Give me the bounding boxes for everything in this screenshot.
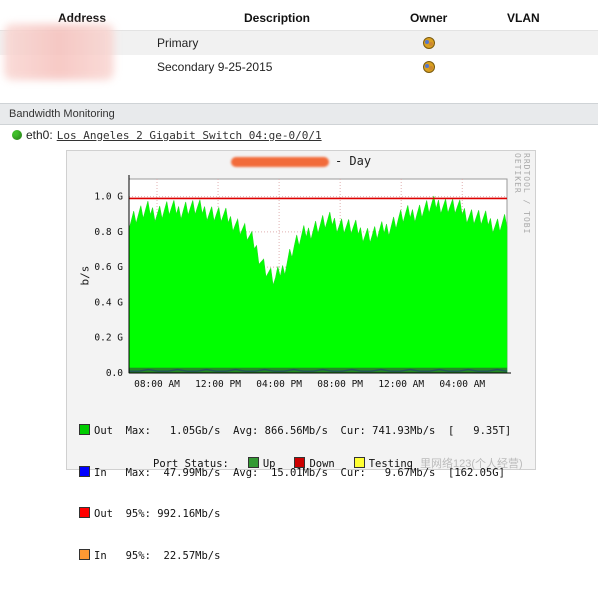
x-tick-label: 04:00 AM [439, 379, 485, 390]
y-tick-label: 0.0 [106, 368, 123, 379]
x-tick-label: 04:00 PM [256, 379, 302, 390]
port-testing-label: Testing [368, 458, 413, 470]
row-description: Primary [157, 36, 199, 50]
x-tick-label: 12:00 AM [378, 379, 424, 390]
owner-icon[interactable] [422, 36, 436, 50]
y-tick-label: 0.2 G [94, 333, 123, 344]
interface-link[interactable]: Los Angeles 2 Gigabit Switch 04:ge-0/0/1 [56, 128, 322, 142]
legend-text: In 95%: 22.57Mb/s [94, 549, 221, 562]
port-down-swatch [294, 457, 306, 468]
rrdtool-credit: RRDTOOL / TOBI OETIKER [513, 153, 531, 235]
bandwidth-graph: - Day RRDTOOL / TOBI OETIKER b/s 0.0 0.2 … [66, 150, 536, 562]
redacted-title [230, 156, 329, 167]
address-table: Address Description Owner VLAN Primary S… [0, 0, 598, 80]
owner-icon[interactable] [422, 60, 436, 74]
y-tick-label: 0.4 G [94, 297, 123, 308]
section-title: Bandwidth Monitoring [9, 108, 115, 120]
port-down-label: Down [309, 458, 335, 470]
legend-item: Out 95%: 992.16Mb/s [79, 507, 511, 522]
graph-legend: Out Max: 1.05Gb/s Avg: 866.56Mb/s Cur: 7… [79, 397, 511, 590]
port-up-swatch [247, 457, 259, 468]
x-tick-label: 12:00 PM [195, 379, 241, 390]
status-dot-icon [12, 130, 22, 140]
legend-text: Out Max: 1.05Gb/s Avg: 866.56Mb/s Cur: 7… [94, 425, 512, 437]
legend-item: Out Max: 1.05Gb/s Avg: 866.56Mb/s Cur: 7… [79, 424, 511, 439]
x-tick-label: 08:00 AM [134, 379, 180, 390]
legend-swatch [79, 548, 90, 560]
interface-label: eth0: [26, 128, 53, 142]
series-in-band [129, 367, 507, 373]
port-status-label: Port Status: [153, 458, 229, 470]
legend-text: Out 95%: 992.16Mb/s [94, 508, 221, 520]
port-status: Port Status: Up Down Testing [153, 457, 413, 470]
header-description: Description [244, 11, 311, 25]
graph-title-suffix: - Day [334, 154, 372, 168]
header-owner: Owner [410, 11, 448, 25]
y-tick-label: 0.6 G [94, 262, 123, 273]
section-header: Bandwidth Monitoring [0, 103, 598, 125]
header-vlan: VLAN [507, 11, 540, 25]
y-tick-label: 1.0 G [94, 192, 123, 203]
x-tick-label: 08:00 PM [317, 379, 363, 390]
legend-item: In 95%: 22.57Mb/s [79, 548, 511, 564]
header-address: Address [58, 11, 107, 25]
watermark: 里网络123(个人经营) [420, 458, 523, 470]
series-out-area [128, 195, 508, 374]
legend-swatch [79, 507, 90, 518]
plot-area: 0.0 0.2 G 0.4 G 0.6 G 0.8 G 1.0 G 08:00 AM 12:0… [94, 175, 511, 390]
port-testing-swatch [353, 457, 365, 468]
y-tick-label: 0.8 G [94, 227, 123, 238]
legend-swatch [79, 424, 90, 435]
interface-line: eth0: Los Angeles 2 Gigabit Switch 04:ge… [12, 128, 322, 142]
row-description: Secondary 9-25-2015 [157, 60, 273, 74]
graph-title: - Day [67, 154, 535, 168]
legend-swatch [79, 465, 90, 477]
port-up-label: Up [262, 458, 276, 470]
redacted-address [4, 24, 114, 80]
